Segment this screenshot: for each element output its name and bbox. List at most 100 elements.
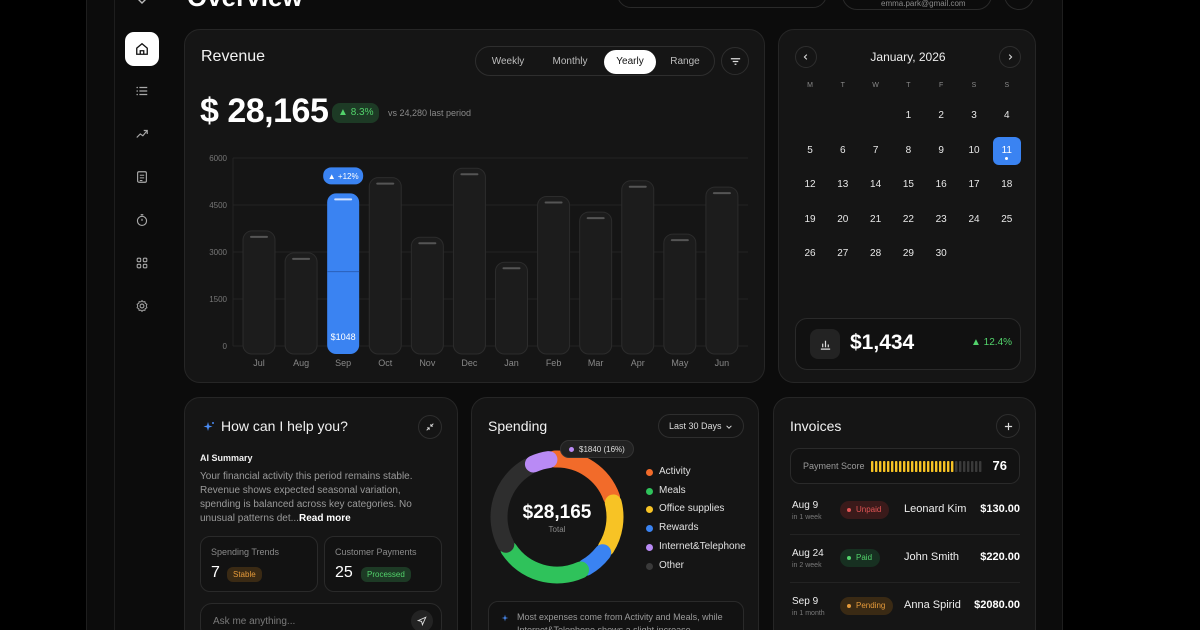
calendar-day[interactable]: 6 [840, 144, 846, 156]
calendar-day[interactable]: 15 [902, 179, 914, 190]
bar-tooltip-text: ▲ +12% [328, 172, 359, 181]
next-month-button[interactable] [999, 46, 1021, 68]
period-tabs: Weekly Monthly Yearly Range [475, 46, 715, 76]
invoice-status-badge: Pending [840, 597, 894, 615]
calendar-day[interactable]: 23 [935, 213, 947, 225]
calendar-day[interactable]: 9 [938, 144, 944, 156]
send-button[interactable] [411, 610, 433, 630]
calendar-day[interactable]: 10 [968, 144, 980, 156]
calendar-day[interactable]: 30 [935, 248, 947, 259]
tab-weekly[interactable]: Weekly [491, 56, 525, 67]
spending-total: $28,165 [522, 502, 592, 523]
calendar-day[interactable]: 19 [804, 213, 816, 225]
calendar-day[interactable]: 1 [905, 110, 912, 121]
bar [410, 236, 444, 355]
calendar-day[interactable]: 20 [837, 213, 849, 225]
y-tick-label: 1500 [209, 295, 227, 304]
calendar-day[interactable]: 29 [902, 248, 914, 259]
calendar-day[interactable]: 4 [1004, 110, 1010, 121]
period-dropdown[interactable]: Last 30 Days [658, 414, 744, 438]
donut-segment-meals [500, 540, 590, 584]
legend-label: Meals [659, 484, 686, 496]
sparkle-icon [501, 614, 509, 622]
spending-trends-card[interactable]: Spending Trends 7 Stable [200, 536, 318, 592]
summary-heading: AI Summary [200, 453, 253, 463]
sidebar-item-list[interactable] [125, 74, 159, 108]
chevron-down-icon[interactable] [135, 0, 149, 4]
score-tick [947, 461, 950, 472]
spending-tooltip: $1840 (16%) [560, 440, 634, 458]
sidebar-item-home[interactable] [125, 32, 159, 66]
calendar-day[interactable]: 24 [968, 213, 980, 225]
calendar-day[interactable]: 16 [935, 179, 947, 190]
tab-monthly[interactable]: Monthly [552, 56, 588, 67]
calendar-day-selected[interactable]: 11 [992, 136, 1021, 165]
calendar-day[interactable]: 27 [837, 248, 849, 259]
sidebar-item-apps[interactable] [125, 246, 159, 280]
calendar-day[interactable]: 7 [872, 144, 879, 156]
filter-button[interactable] [721, 47, 749, 75]
x-tick-label: Aug [293, 358, 309, 368]
calendar-day[interactable]: 8 [905, 144, 912, 156]
calendar-day[interactable]: 5 [807, 144, 813, 156]
calendar-day[interactable]: 25 [1001, 213, 1013, 225]
calendar-day[interactable]: 26 [804, 248, 816, 259]
x-tick-label: May [671, 358, 689, 368]
search-bar[interactable] [617, 0, 827, 8]
user-email: emma.park@gmail.com [881, 0, 966, 8]
spending-tooltip-text: $1840 (16%) [579, 445, 625, 454]
calendar-day[interactable]: 13 [837, 179, 849, 190]
payment-score-value: 76 [992, 458, 1007, 473]
weekday-label: F [939, 82, 944, 89]
calendar-day[interactable]: 22 [902, 213, 914, 225]
notification-button[interactable] [1004, 0, 1034, 10]
add-invoice-button[interactable] [996, 414, 1020, 438]
invoice-date: Aug 24 [792, 548, 824, 559]
processed-badge: Processed [361, 567, 411, 582]
score-tick [943, 461, 946, 472]
weekday-label: M [807, 82, 813, 89]
sidebar-item-analytics[interactable] [125, 117, 159, 151]
spending-donut-chart [490, 450, 624, 584]
calendar-day[interactable]: 3 [971, 110, 977, 121]
chevron-down-icon [726, 425, 732, 429]
read-more-link[interactable]: Read more [298, 513, 351, 524]
calendar-day[interactable]: 18 [1001, 179, 1013, 190]
calendar-day[interactable]: 12 [804, 179, 816, 190]
sidebar-item-timer[interactable] [125, 203, 159, 237]
revenue-change: 8.3% [350, 107, 374, 118]
calendar-card: January, 2026 M T W T F S S 1 2 3 4 5 6 7 8 9 10 11 12 13 14… [778, 29, 1036, 383]
filter-icon [730, 57, 740, 65]
invoice-due: in 1 week [792, 514, 822, 521]
tab-yearly[interactable]: Yearly [604, 50, 656, 74]
score-tick [927, 461, 930, 472]
spending-card: Spending Last 30 Days $28,165 Total $184… [471, 397, 759, 630]
ask-input[interactable]: Ask me anything... [200, 603, 442, 630]
calendar-day[interactable]: 2 [938, 110, 944, 121]
home-icon [136, 42, 148, 55]
bar-highlight [327, 193, 360, 354]
user-chip[interactable]: emma.park@gmail.com [842, 0, 992, 10]
sidebar-item-documents[interactable] [125, 160, 159, 194]
donut-segment-activity [546, 450, 621, 506]
x-tick-label: Nov [419, 358, 436, 368]
score-tick [939, 461, 942, 472]
x-tick-label: Apr [631, 358, 645, 368]
calendar-day[interactable]: 28 [870, 248, 882, 259]
revenue-title: Revenue [201, 48, 266, 65]
calendar-day[interactable]: 17 [968, 179, 980, 190]
calendar-day[interactable]: 21 [870, 213, 882, 225]
customer-payments-card[interactable]: Customer Payments 25 Processed [324, 536, 442, 592]
weekday-label: W [872, 82, 879, 89]
revenue-change-badge: ▲ 8.3% [332, 103, 380, 123]
collapse-button[interactable] [418, 415, 442, 439]
calendar-day[interactable]: 14 [870, 179, 882, 190]
prev-month-button[interactable] [795, 46, 817, 68]
invoice-amount: $2080.00 [974, 599, 1020, 611]
invoice-row[interactable]: Aug 24 in 2 week Paid John Smith $220.00 [790, 535, 1020, 583]
sidebar-item-settings[interactable] [125, 289, 159, 323]
tab-range[interactable]: Range [670, 56, 700, 67]
invoice-row[interactable]: Aug 9 in 1 week Unpaid Leonard Kim $130.… [790, 487, 1020, 535]
x-tick-label: Oct [378, 358, 393, 368]
invoice-row[interactable]: Sep 9 in 1 month Pending Anna Spirid $20… [790, 583, 1020, 630]
